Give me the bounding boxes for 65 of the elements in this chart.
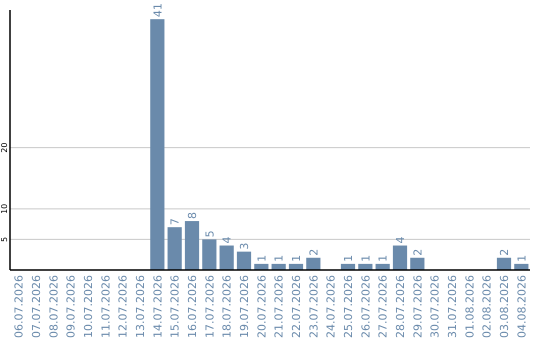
bar [184,221,200,270]
x-tick-label: 16.07.2026 [186,275,199,338]
data-label: 2 [307,248,320,256]
x-tick-label: 08.07.2026 [47,275,60,338]
x-tick-label: 31.07.2026 [446,275,459,338]
bar [254,264,268,270]
bar [272,264,286,270]
x-tick-label: 19.07.2026 [238,275,251,338]
data-label: 4 [394,236,407,244]
x-tick-label: 03.08.2026 [498,275,511,338]
data-label: 41 [151,3,164,18]
data-label: 5 [203,230,216,238]
bar [392,246,408,270]
data-label: 1 [342,254,355,262]
bar [168,227,182,270]
x-tick-label: 13.07.2026 [134,275,147,338]
bar [236,252,252,270]
x-tick-label: 23.07.2026 [307,275,320,338]
x-tick-label: 15.07.2026 [168,275,182,338]
x-tick-label: 20.07.2026 [255,275,268,338]
x-tick-label: 29.07.2026 [411,275,424,338]
data-label: 1 [376,254,390,262]
data-label: 1 [290,254,303,262]
data-label: 7 [168,218,182,226]
x-tick-label: 02.08.2026 [480,275,494,338]
data-label: 2 [498,248,511,256]
x-tick-label: 11.07.2026 [99,275,112,338]
data-label: 1 [515,254,528,262]
bar [514,264,528,270]
data-label: 2 [411,248,424,256]
bar [202,239,216,270]
bar [410,258,424,270]
x-tick-label: 01.08.2026 [463,275,476,338]
bar [220,246,234,270]
x-tick-label: 21.07.2026 [272,275,286,338]
x-tick-label: 10.07.2026 [82,275,95,338]
data-label: 3 [238,242,251,250]
y-tick-label: 10 [0,204,9,214]
data-label: 1 [255,254,268,262]
data-label: 1 [359,254,372,262]
x-tick-label: 17.07.2026 [203,275,216,338]
x-tick-label: 04.08.2026 [515,275,528,338]
data-label: 1 [272,254,286,262]
bar [376,264,390,270]
x-tick-label: 24.07.2026 [324,275,338,338]
y-tick-label: 20 [0,142,9,153]
x-tick-label: 07.07.2026 [30,275,43,338]
bar [358,264,372,270]
y-tick-label: 5 [0,236,9,242]
data-label: 4 [220,236,234,244]
x-tick-label: 09.07.2026 [64,275,78,338]
x-tick-label: 12.07.2026 [116,275,130,338]
x-tick-label: 27.07.2026 [376,275,390,338]
x-tick-label: 26.07.2026 [359,275,372,338]
x-tick-label: 18.07.2026 [220,275,234,338]
bar [496,258,512,270]
x-tick-label: 06.07.2026 [12,275,26,338]
bar [306,258,320,270]
x-tick-label: 25.07.2026 [342,275,355,338]
x-tick-label: 14.07.2026 [151,275,164,338]
x-tick-label: 30.07.2026 [428,275,442,338]
data-label: 8 [186,212,199,220]
x-tick-label: 22.07.2026 [290,275,303,338]
bar [150,19,164,270]
x-tick-label: 28.07.2026 [394,275,407,338]
